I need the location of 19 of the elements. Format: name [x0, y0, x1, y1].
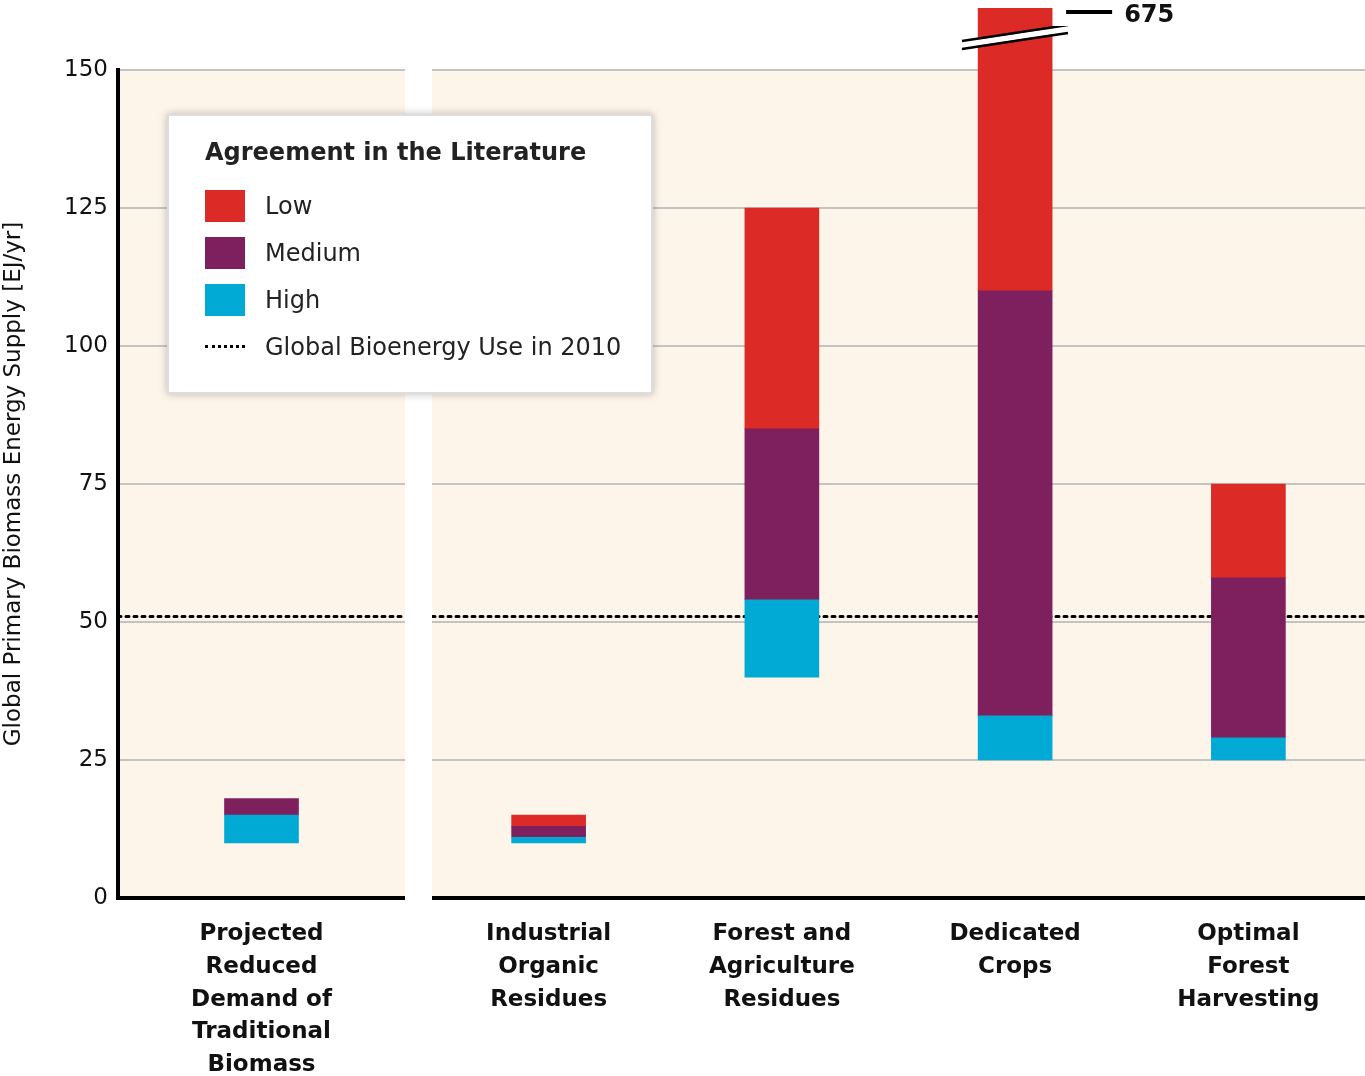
x-tick-label: Projected Reduced Demand of Traditional Biomass	[191, 919, 333, 1076]
y-tick-label: 125	[64, 192, 108, 219]
legend-title: Agreement in the Literature	[205, 138, 588, 166]
x-tick-label: Industrial Organic Residues	[486, 919, 612, 1011]
y-tick-label: 50	[78, 606, 108, 633]
y-tick-label: 0	[93, 882, 108, 909]
legend-label: Medium	[265, 238, 361, 267]
x-tick-label: Forest and Agriculture Residues	[709, 919, 855, 1011]
legend-label: High	[265, 285, 321, 314]
y-tick-label: 25	[78, 744, 108, 771]
x-tick-label: Optimal Forest Harvesting	[1177, 919, 1320, 1011]
x-tick-label: Dedicated Crops	[949, 919, 1081, 978]
text: 675	[1124, 0, 1175, 29]
y-tick-label: 75	[78, 468, 108, 495]
legend-label: Global Bioenergy Use in 2010	[265, 332, 622, 361]
y-tick-label: 150	[64, 54, 108, 81]
legend-label: Low	[265, 191, 313, 220]
y-axis-title: Global Primary Biomass Energy Supply [EJ/yr]	[0, 221, 25, 747]
y-tick-label: 100	[64, 330, 108, 357]
